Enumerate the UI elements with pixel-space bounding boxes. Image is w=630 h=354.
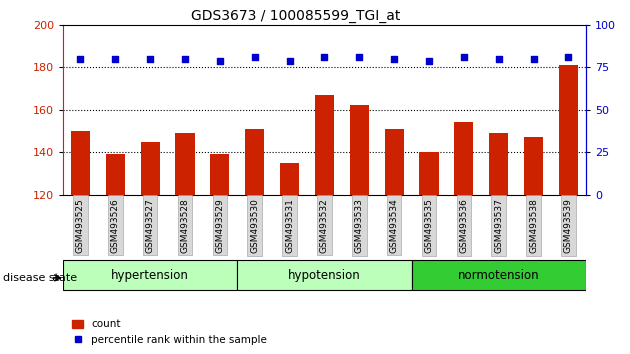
Text: GSM493536: GSM493536 <box>459 198 468 253</box>
Point <box>285 58 295 64</box>
Text: GSM493538: GSM493538 <box>529 198 538 253</box>
Point <box>76 56 86 62</box>
FancyBboxPatch shape <box>411 260 586 290</box>
Bar <box>350 105 369 195</box>
Point <box>563 54 573 59</box>
Point <box>110 56 120 62</box>
Text: GSM493539: GSM493539 <box>564 198 573 253</box>
Point <box>145 56 155 62</box>
Text: GSM493530: GSM493530 <box>250 198 259 253</box>
Point <box>354 54 364 59</box>
Text: hypertension: hypertension <box>112 269 189 282</box>
Text: GSM493528: GSM493528 <box>181 198 190 253</box>
Bar <box>524 137 543 195</box>
Bar <box>420 152 438 195</box>
Text: GSM493525: GSM493525 <box>76 198 85 253</box>
Bar <box>384 129 404 195</box>
Bar <box>280 163 299 195</box>
Point <box>529 56 539 62</box>
Point <box>215 58 225 64</box>
Text: GSM493527: GSM493527 <box>146 198 154 253</box>
Text: hypotension: hypotension <box>288 269 361 282</box>
Point <box>494 56 504 62</box>
Bar <box>175 133 195 195</box>
Text: GSM493534: GSM493534 <box>390 198 399 253</box>
Point <box>459 54 469 59</box>
Bar <box>210 154 229 195</box>
Text: GSM493526: GSM493526 <box>111 198 120 253</box>
Text: GSM493531: GSM493531 <box>285 198 294 253</box>
Bar <box>454 122 474 195</box>
Bar <box>315 95 334 195</box>
Text: GSM493532: GSM493532 <box>320 198 329 253</box>
Bar <box>106 154 125 195</box>
Point <box>249 54 260 59</box>
Text: disease state: disease state <box>3 273 77 283</box>
Bar <box>245 129 265 195</box>
Point <box>424 58 434 64</box>
FancyBboxPatch shape <box>63 260 238 290</box>
Bar <box>489 133 508 195</box>
Text: GSM493535: GSM493535 <box>425 198 433 253</box>
Point <box>180 56 190 62</box>
Bar <box>559 65 578 195</box>
Point <box>319 54 329 59</box>
Bar <box>71 131 90 195</box>
Text: GDS3673 / 100085599_TGI_at: GDS3673 / 100085599_TGI_at <box>192 9 401 23</box>
Text: GSM493537: GSM493537 <box>495 198 503 253</box>
Text: GSM493533: GSM493533 <box>355 198 364 253</box>
Bar <box>140 142 160 195</box>
Text: normotension: normotension <box>458 269 539 282</box>
Legend: count, percentile rank within the sample: count, percentile rank within the sample <box>68 315 271 349</box>
Text: GSM493529: GSM493529 <box>215 198 224 253</box>
Point <box>389 56 399 62</box>
FancyBboxPatch shape <box>238 260 411 290</box>
